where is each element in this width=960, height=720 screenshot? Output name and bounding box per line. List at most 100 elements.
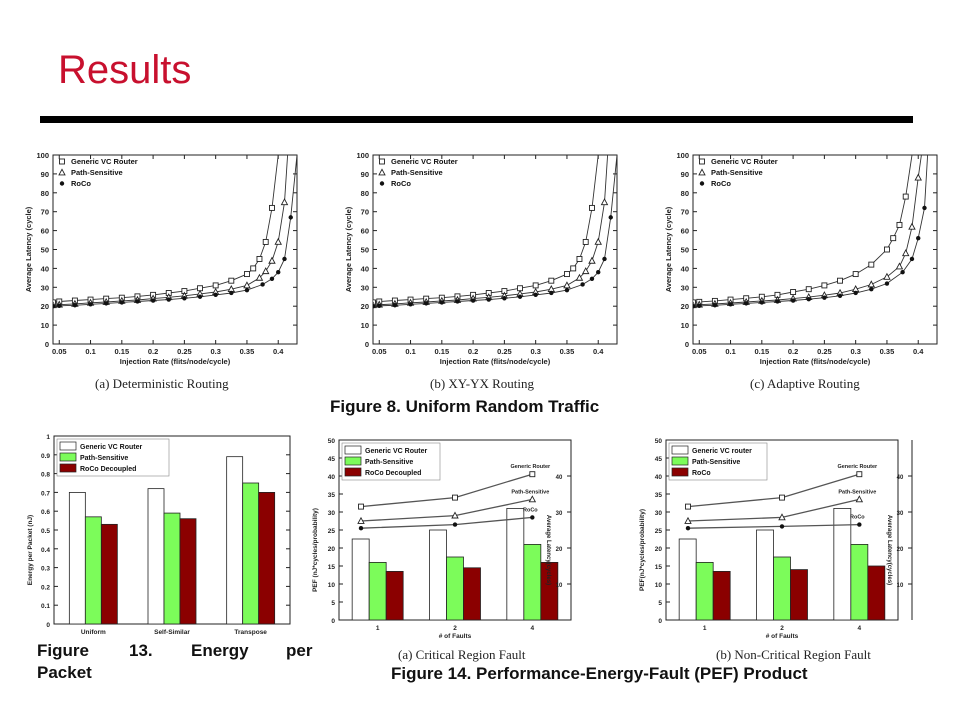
data-point	[549, 290, 554, 296]
y-tick-label: 0.9	[41, 453, 50, 460]
data-point	[908, 222, 916, 230]
bar	[712, 570, 731, 621]
y-tick-label: 40	[328, 474, 336, 481]
y-tick-label: 0.3	[41, 566, 50, 573]
data-point	[922, 205, 927, 211]
subcaption-deterministic: (a) Deterministic Routing	[95, 376, 229, 391]
data-point	[212, 282, 219, 289]
data-point	[775, 299, 780, 304]
x-tick-label: 4	[531, 625, 535, 632]
y-tick-label: 10	[41, 321, 49, 330]
x-tick-label: 0.25	[497, 347, 512, 356]
data-point	[119, 300, 125, 305]
data-point	[909, 256, 915, 262]
data-point	[408, 302, 413, 307]
latency-point	[684, 516, 692, 524]
y2-tick-label: 20	[897, 547, 904, 553]
latency-label: Generic Router	[510, 464, 551, 470]
bar	[258, 492, 276, 625]
x-tick-label: 0.15	[115, 347, 130, 356]
latency-chart-xy-yx: 0 10 20 30 40 50 60 70 80 90 100 0.05 0.1 0.15 0.2 0.25…	[344, 151, 618, 366]
y-tick-label: 0	[658, 618, 662, 625]
y2-axis-label: Average Latency(cycles)	[545, 515, 551, 585]
latency-point	[528, 495, 537, 503]
data-point	[282, 256, 287, 262]
x-tick-label: Self-Similar	[154, 629, 190, 636]
latency-point	[529, 471, 536, 478]
subcaption-xy-yx: (b) XY-YX Routing	[430, 376, 534, 391]
data-point	[806, 297, 811, 302]
y2-tick-label: 40	[556, 475, 563, 481]
plot-frame	[52, 154, 298, 345]
y-axis-label: Average Latency (cycle)	[664, 206, 673, 292]
data-point	[580, 282, 585, 287]
subcaption-adaptive: (c) Adaptive Routing	[750, 376, 860, 391]
y-tick-label: 10	[681, 321, 689, 330]
y-tick-label: 30	[681, 283, 689, 292]
y-tick-label: 60	[41, 227, 49, 236]
legend-swatch	[671, 467, 689, 477]
data-point	[759, 300, 765, 305]
pef-chart-non-critical: 0 5 10 15 20 25 30 35 40 45 50 PEF(nJ*cycles/probab…	[639, 438, 913, 640]
legend-label: Path-Sensitive	[80, 455, 128, 462]
bar	[446, 556, 464, 621]
data-point	[250, 265, 257, 272]
legend-label: Path-Sensitive	[365, 459, 413, 466]
data-point	[581, 267, 590, 275]
y-tick-label: 0	[685, 340, 689, 349]
data-point	[532, 282, 539, 289]
y-tick-label: 90	[41, 170, 49, 179]
figure13-caption-word: Figure	[37, 641, 89, 660]
legend-marker	[379, 158, 385, 165]
latency-label: Path-Sensitive	[838, 489, 876, 495]
y-tick-label: 30	[328, 510, 336, 517]
data-point	[563, 271, 570, 278]
y2-tick-label: 10	[556, 583, 563, 589]
data-point	[790, 298, 796, 303]
y-tick-label: 30	[655, 510, 663, 517]
bar	[242, 482, 260, 625]
data-point	[261, 267, 270, 275]
legend-marker	[699, 181, 705, 186]
y-tick-label: 20	[681, 302, 689, 311]
energy-bar-chart: 0 0.1 0.2 0.3 0.4 0.5 0.6 0.7 0.8 0.9 1 Energy per …	[27, 434, 291, 636]
y-tick-label: 50	[41, 246, 49, 255]
data-point	[822, 295, 827, 300]
data-point	[837, 293, 843, 299]
data-point	[57, 303, 62, 309]
data-point	[916, 235, 921, 241]
bar	[463, 567, 481, 621]
data-point	[228, 277, 235, 284]
data-point	[895, 262, 904, 270]
y-tick-label: 50	[655, 438, 663, 445]
x-tick-label: 0.3	[210, 347, 220, 356]
x-tick-label: 1	[376, 625, 380, 632]
data-point	[260, 282, 265, 287]
figure13-caption-word: per	[286, 641, 313, 660]
latency-generic-router: Generic Router	[358, 464, 551, 510]
y-tick-label: 70	[361, 208, 369, 217]
data-point	[182, 296, 187, 301]
data-point	[455, 299, 460, 304]
latency-label: RoCo	[523, 507, 538, 513]
x-tick-label: 0.35	[240, 347, 255, 356]
data-point	[728, 302, 733, 307]
data-point	[900, 269, 905, 275]
subcaption-non-critical-region: (b) Non-Critical Region Fault	[716, 647, 871, 662]
data-point	[867, 280, 876, 288]
y-tick-label: 40	[41, 264, 49, 273]
y-axis-label: Average Latency (cycle)	[24, 206, 33, 292]
x-tick-label: Transpose	[234, 629, 267, 636]
data-point	[852, 271, 859, 278]
x-tick-label: Uniform	[81, 629, 106, 636]
data-point	[268, 256, 276, 264]
data-point	[743, 301, 749, 306]
data-point	[392, 303, 398, 308]
y2-tick-label: 30	[556, 511, 563, 517]
legend-swatch	[59, 463, 77, 473]
y-tick-label: 10	[655, 582, 663, 589]
legend-swatch	[344, 456, 362, 466]
latency-label: Generic Router	[837, 464, 878, 470]
latency-roco: RoCo	[358, 507, 538, 531]
legend-label: Path-Sensitive	[692, 459, 740, 466]
